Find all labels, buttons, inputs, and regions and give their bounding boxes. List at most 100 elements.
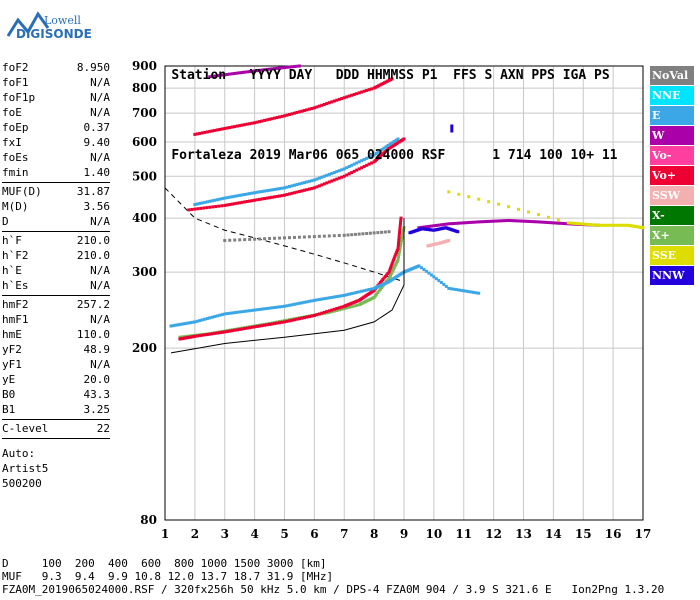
trace-point-e — [193, 320, 197, 324]
trace-point-w — [464, 221, 468, 225]
trace-point-vo — [287, 319, 291, 323]
trace-point-e — [245, 192, 249, 196]
trace-point-vo — [243, 327, 247, 331]
x-tick-label: 9 — [400, 527, 408, 541]
trace-point-e — [315, 177, 319, 181]
trace-point-vo — [285, 193, 289, 197]
trace-point-e — [273, 306, 277, 310]
trace-point-w — [215, 74, 219, 78]
x-tick-label: 16 — [605, 527, 622, 541]
trace-point-vo — [268, 117, 272, 121]
trace-point-e — [213, 315, 217, 319]
trace-point-vo — [302, 188, 306, 192]
trace-point-vo — [245, 326, 249, 330]
trace-point-e — [215, 314, 219, 318]
trace-point-vo — [203, 333, 207, 337]
trace-point-vo — [302, 108, 306, 112]
trace-point-vo — [365, 88, 369, 92]
y-tick-label: 300 — [132, 265, 157, 279]
param-row: hmF1 N/A — [2, 312, 110, 327]
trace-point-e — [442, 282, 446, 286]
param-label: B0 — [2, 388, 16, 401]
trace-point-vo — [196, 207, 200, 211]
trace-point-w — [439, 223, 443, 227]
trace-point-sse — [536, 213, 540, 217]
trace-point-vo — [335, 98, 339, 102]
y-tick-label: 700 — [132, 106, 157, 120]
trace-point-vo — [332, 307, 336, 311]
trace-point-x — [340, 307, 344, 311]
header-val: RSF — [421, 148, 446, 163]
trace-point-sse — [579, 222, 583, 226]
trace-point-w — [449, 222, 453, 226]
trace-point-vo — [258, 120, 262, 124]
trace-point-e — [422, 267, 426, 271]
trace-point-noval — [253, 237, 257, 241]
header-col: Station — [171, 68, 227, 83]
trace-point-vo — [340, 305, 344, 309]
trace-point-w — [432, 224, 436, 228]
trace-point-vo — [278, 194, 282, 198]
trace-point-w — [564, 222, 568, 226]
trace-point-e — [270, 188, 274, 192]
trace-point-x — [389, 272, 393, 276]
trace-point-vo — [352, 92, 356, 96]
param-value: N/A — [90, 358, 110, 371]
trace-point-e — [360, 159, 364, 163]
trace-point-vo — [312, 106, 316, 110]
trace-point-w — [417, 226, 421, 230]
trace-point-sse — [594, 223, 598, 227]
param-value: 210.0 — [76, 249, 110, 262]
trace-point-vo — [285, 319, 289, 323]
param-label: foF2 — [2, 61, 29, 74]
trace-point-vo — [302, 316, 306, 320]
trace-point-noval — [383, 230, 387, 234]
trace-point-vo — [218, 127, 222, 131]
trace-point-sse — [487, 200, 491, 204]
trace-point-sse — [614, 223, 618, 227]
trace-point-vo — [327, 309, 331, 313]
trace-point-x — [327, 310, 331, 314]
trace-point-e — [189, 321, 193, 325]
trace-point-vo — [217, 204, 221, 208]
trace-point-vo — [248, 122, 252, 126]
param-row: C-level 22 — [2, 421, 110, 436]
trace-point-x — [388, 275, 392, 279]
trace-point-e — [278, 187, 282, 191]
trace-point-noval — [223, 238, 227, 242]
trace-point-noval — [322, 234, 326, 238]
trace-point-e — [325, 173, 329, 177]
trace-point-vo — [312, 186, 316, 190]
trace-point-e — [360, 289, 364, 293]
trace-point-x — [335, 308, 339, 312]
param-separator — [2, 182, 110, 183]
trace-point-e — [322, 174, 326, 178]
trace-point-e — [419, 266, 423, 270]
trace-point-w — [536, 220, 540, 224]
trace-point-w — [507, 218, 511, 222]
x-tick-label: 6 — [310, 527, 318, 541]
trace-point-vo — [210, 129, 214, 133]
trace-point-e — [452, 287, 456, 291]
trace-point-e — [258, 190, 262, 194]
trace-point-e — [258, 307, 262, 311]
param-value: N/A — [90, 313, 110, 326]
trace-point-e — [195, 202, 199, 206]
trace-point-vo — [283, 193, 286, 197]
trace-point-w — [541, 220, 545, 224]
y-tick-label: 200 — [132, 341, 157, 355]
trace-point-sse — [569, 221, 573, 225]
trace-point-vo — [243, 123, 247, 127]
trace-point-vo — [253, 325, 257, 329]
header-col: AXN — [500, 68, 524, 83]
trace-point-vo — [195, 132, 199, 136]
trace-point-vo — [285, 113, 289, 117]
trace-point-e — [327, 296, 331, 300]
trace-point-vo — [280, 320, 284, 324]
trace-point-vo — [230, 125, 234, 129]
param-label: MUF(D) — [2, 185, 42, 198]
trace-point-w — [499, 219, 503, 223]
param-row: foF1p N/A — [2, 90, 110, 105]
trace-point-vo — [312, 313, 316, 317]
param-row: foF2 8.950 — [2, 60, 110, 75]
